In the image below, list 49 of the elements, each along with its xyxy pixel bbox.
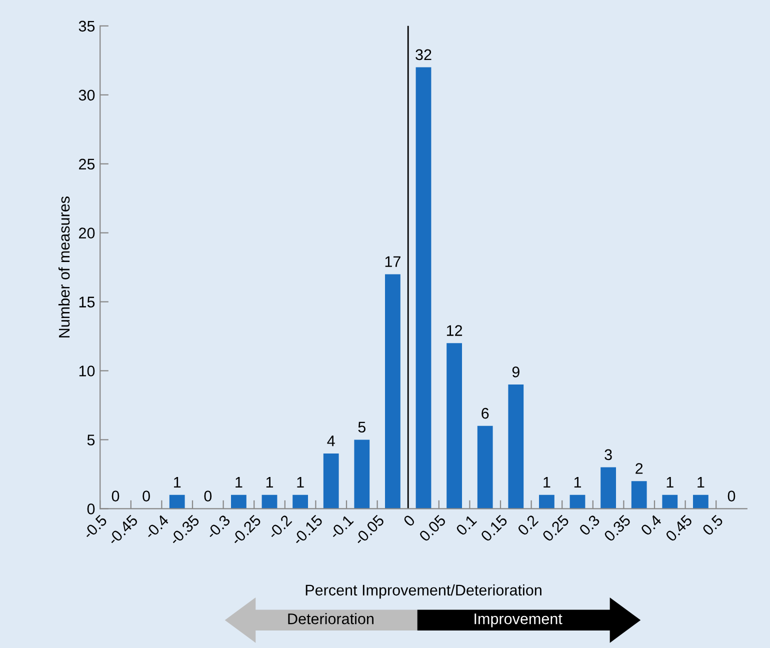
text: Deterioration [288, 613, 374, 624]
data-label: 1 [236, 477, 242, 488]
data-label: 0 [142, 490, 150, 502]
x-tick-label: -0.2 [267, 514, 292, 540]
x-tick-label: 0.15 [480, 514, 508, 542]
x-tick-label: 0.25 [542, 514, 570, 542]
y-axis-title: Number of measures [58, 196, 70, 338]
data-label: 2 [636, 463, 643, 474]
data-label: 3 [604, 449, 612, 460]
data-label: 0 [728, 490, 736, 502]
data-label: 12 [446, 325, 462, 336]
y-tick-label: 20 [79, 228, 95, 239]
x-tick-label: 0.3 [578, 514, 600, 536]
data-label: 9 [512, 366, 520, 378]
x-tick-label: 0.2 [516, 514, 539, 536]
data-label: 6 [482, 408, 489, 419]
x-tick-label: -0.5 [82, 514, 108, 540]
y-tick-label: 25 [79, 158, 95, 170]
x-tick-label: 0.4 [640, 514, 662, 536]
data-label: 1 [544, 477, 550, 488]
data-label: 1 [297, 477, 304, 488]
y-tick-label: 5 [87, 434, 95, 446]
data-label: 1 [698, 477, 704, 488]
x-tick-label: 0.45 [664, 514, 693, 542]
data-label: 5 [358, 422, 366, 433]
y-tick-label: 0 [87, 504, 95, 514]
x-tick-label: -0.3 [205, 514, 231, 540]
x-tick-label: -0.4 [144, 514, 170, 540]
data-label: 32 [416, 49, 432, 60]
data-label: 1 [574, 477, 582, 488]
x-tick-label: -0.1 [328, 514, 354, 540]
y-tick-label: 15 [79, 296, 95, 308]
data-label: 0 [112, 490, 120, 502]
x-tick-label: 0.35 [603, 514, 632, 542]
x-tick-label: 0 [402, 514, 416, 528]
data-label: 1 [266, 477, 274, 488]
text: Improvement [474, 614, 562, 628]
data-label: 1 [666, 477, 674, 488]
data-label: 4 [327, 436, 335, 446]
x-axis-title: Percent Improvement/Deterioration [306, 584, 542, 599]
data-label: 1 [174, 477, 181, 488]
y-tick-label: 35 [78, 20, 95, 32]
x-tick-label: 0.5 [702, 514, 724, 536]
y-tick-label: 30 [78, 90, 95, 101]
data-label: 17 [385, 256, 400, 267]
data-label: 0 [204, 490, 212, 502]
y-tick-label: 10 [79, 366, 95, 376]
x-tick-label: 0.1 [455, 514, 478, 536]
x-tick-label: 0.05 [418, 514, 446, 542]
